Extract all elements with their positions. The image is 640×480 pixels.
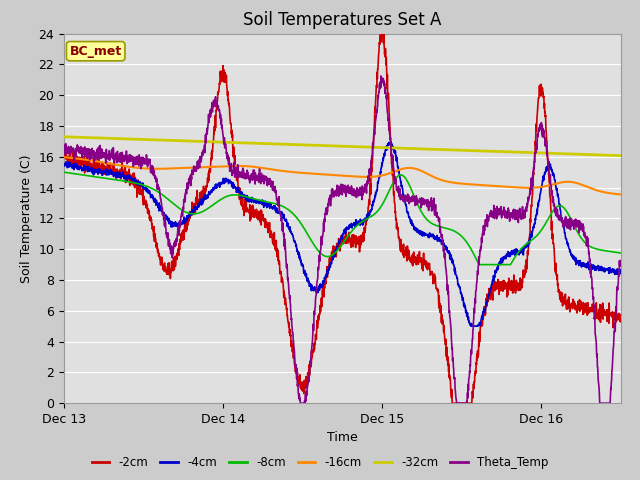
-32cm [88, 135, 96, 141]
-16cm [499, 184, 506, 190]
Line: -32cm: -32cm [64, 137, 621, 156]
-8cm [475, 262, 483, 267]
Theta_Temp [602, 400, 609, 406]
-2cm [499, 288, 507, 294]
-32cm [601, 152, 609, 158]
Theta_Temp [331, 188, 339, 194]
Theta_Temp [297, 400, 305, 406]
Line: -16cm: -16cm [64, 157, 621, 194]
-2cm [378, 31, 385, 36]
-8cm [601, 248, 609, 253]
Theta_Temp [601, 400, 609, 406]
-2cm [617, 319, 625, 324]
-2cm [449, 400, 456, 406]
-4cm [88, 167, 96, 172]
Line: -4cm: -4cm [64, 142, 621, 326]
Legend: -2cm, -4cm, -8cm, -16cm, -32cm, Theta_Temp: -2cm, -4cm, -8cm, -16cm, -32cm, Theta_Te… [87, 452, 553, 474]
Line: -2cm: -2cm [64, 34, 621, 403]
Y-axis label: Soil Temperature (C): Soil Temperature (C) [20, 154, 33, 283]
-4cm [467, 324, 475, 329]
-8cm [499, 262, 506, 267]
-16cm [601, 190, 609, 195]
-16cm [600, 190, 608, 195]
-16cm [316, 171, 324, 177]
-16cm [617, 192, 625, 197]
Theta_Temp [60, 148, 68, 154]
Line: Theta_Temp: Theta_Temp [64, 76, 621, 403]
-4cm [387, 139, 395, 145]
-2cm [60, 152, 68, 158]
Theta_Temp [499, 211, 507, 217]
-4cm [617, 269, 625, 275]
-32cm [617, 153, 625, 158]
-4cm [601, 266, 609, 272]
-4cm [60, 161, 68, 167]
-32cm [316, 143, 324, 148]
-4cm [499, 256, 507, 262]
-4cm [602, 268, 609, 274]
-32cm [60, 134, 68, 140]
Title: Soil Temperatures Set A: Soil Temperatures Set A [243, 11, 442, 29]
-16cm [331, 172, 339, 178]
Theta_Temp [377, 73, 385, 79]
-32cm [331, 143, 339, 149]
-8cm [617, 250, 625, 256]
-2cm [601, 310, 609, 316]
-2cm [316, 308, 324, 313]
Line: -8cm: -8cm [64, 172, 621, 264]
-8cm [88, 173, 96, 179]
-32cm [600, 152, 608, 158]
X-axis label: Time: Time [327, 432, 358, 444]
-8cm [60, 169, 68, 175]
Theta_Temp [617, 258, 625, 264]
Theta_Temp [88, 148, 96, 154]
-8cm [331, 250, 339, 256]
Theta_Temp [316, 250, 324, 256]
-4cm [316, 284, 324, 289]
-16cm [88, 158, 96, 164]
-2cm [88, 164, 96, 169]
-32cm [499, 149, 506, 155]
-8cm [601, 248, 609, 253]
Text: BC_met: BC_met [70, 45, 122, 58]
-8cm [316, 250, 324, 255]
-2cm [602, 312, 609, 318]
-2cm [331, 244, 339, 250]
-4cm [331, 248, 339, 254]
-16cm [60, 154, 68, 160]
